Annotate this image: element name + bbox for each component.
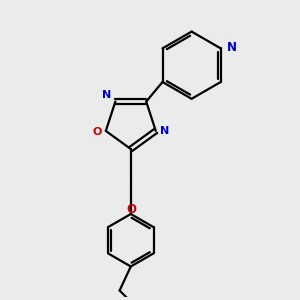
- Text: N: N: [102, 90, 111, 100]
- Text: O: O: [126, 203, 136, 216]
- Text: N: N: [160, 126, 169, 136]
- Text: N: N: [226, 41, 236, 54]
- Text: O: O: [92, 127, 102, 137]
